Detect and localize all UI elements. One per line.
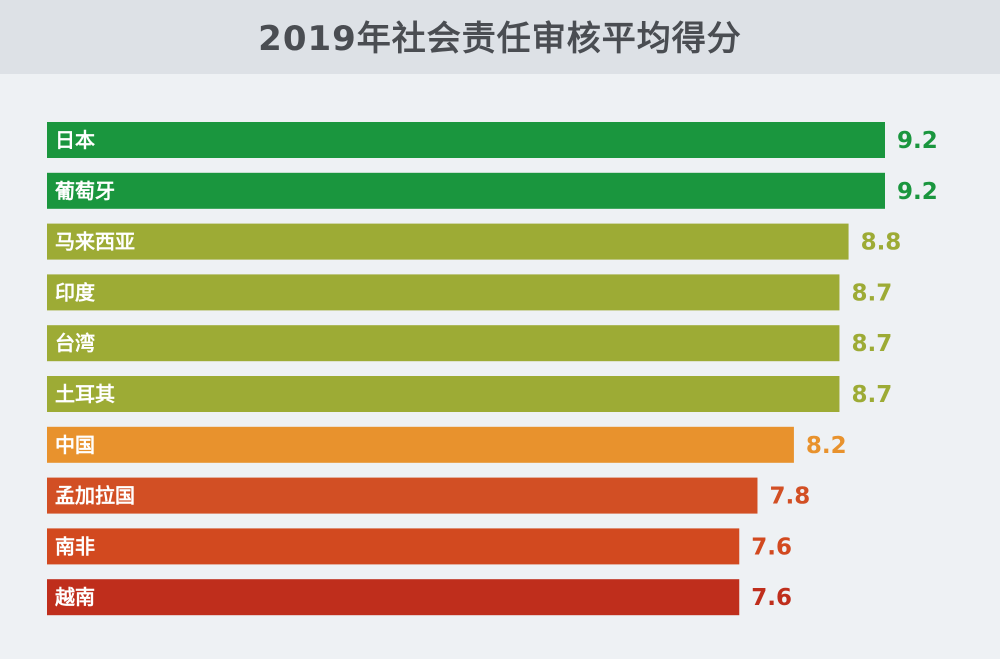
- value-label: 8.7: [851, 382, 892, 408]
- bar: [47, 172, 885, 209]
- category-label: 中国: [55, 433, 95, 457]
- category-label: 越南: [54, 585, 95, 609]
- category-label: 台湾: [55, 331, 95, 355]
- category-label: 葡萄牙: [54, 179, 115, 203]
- bar: [47, 325, 840, 362]
- bar: [47, 426, 794, 463]
- bar: [47, 274, 840, 311]
- value-label: 8.2: [806, 433, 847, 459]
- value-label: 7.6: [751, 585, 792, 611]
- category-label: 土耳其: [55, 382, 115, 406]
- chart-title: 2019年社会责任审核平均得分: [258, 19, 742, 59]
- category-label: 日本: [55, 128, 95, 152]
- bar: [47, 122, 885, 158]
- bar: [47, 477, 758, 514]
- chart-area: 日本 9.2 葡萄牙 9.2 马来西亚 8.8 印度 8.7 台湾 8.7 土耳其 8.7 中国 8.2 孟…: [0, 74, 1000, 659]
- bar: [47, 376, 840, 412]
- value-label: 9.2: [897, 128, 938, 154]
- value-label: 7.8: [769, 484, 810, 510]
- category-label: 孟加拉国: [55, 484, 135, 508]
- category-label: 南非: [55, 534, 95, 558]
- category-label: 印度: [55, 280, 96, 304]
- value-label: 8.7: [851, 331, 892, 357]
- title-band: [0, 0, 1000, 74]
- value-label: 7.6: [751, 534, 792, 560]
- bar: [47, 528, 740, 565]
- bar: [47, 579, 740, 616]
- value-label: 9.2: [897, 179, 938, 205]
- bar-chart: 日本 9.2 葡萄牙 9.2 马来西亚 8.8 印度 8.7 台湾 8.7 土耳其 8.7 中国 8.2 孟…: [47, 122, 938, 616]
- category-label: 马来西亚: [55, 230, 135, 254]
- value-label: 8.8: [861, 230, 902, 256]
- value-label: 8.7: [851, 280, 892, 306]
- bar: [47, 223, 849, 260]
